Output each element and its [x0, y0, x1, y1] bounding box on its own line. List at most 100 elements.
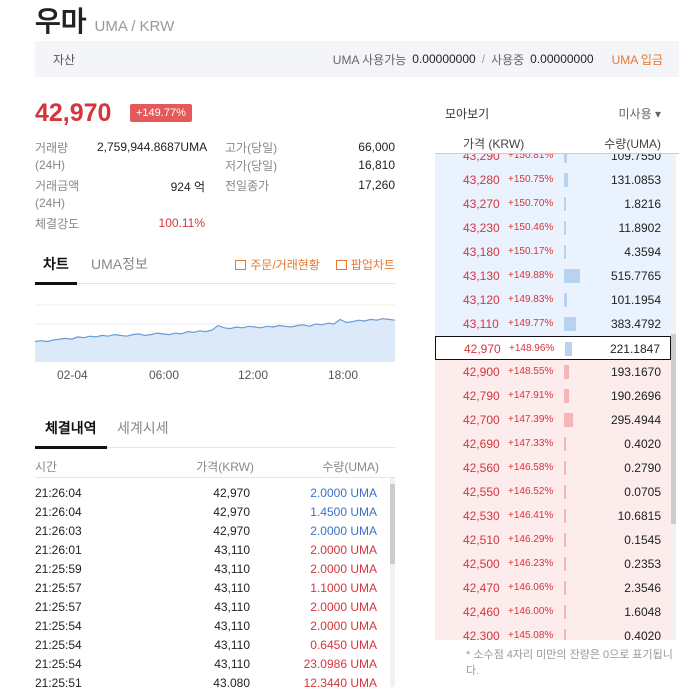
ob-volume-bar	[564, 245, 566, 259]
orderbook-bid-row[interactable]: 42,790 +147.91% 190.2696	[435, 384, 671, 408]
ob-change: +150.17%	[508, 246, 554, 257]
col-time: 시간	[35, 460, 58, 474]
orderbook-ask-row[interactable]: 43,280 +150.75% 131.0853	[435, 168, 671, 192]
asset-balances: UMA 사용가능 0.00000000 / 사용중 0.00000000 UMA…	[333, 51, 663, 68]
orderbook-bid-row[interactable]: 42,690 +147.33% 0.4020	[435, 432, 671, 456]
low-value: 16,810	[358, 158, 395, 172]
ob-price: 42,700	[463, 413, 500, 427]
orderbook-ask-row[interactable]: 43,120 +149.83% 101.1954	[435, 288, 671, 312]
ob-change: +150.75%	[508, 174, 554, 185]
trade-qty: 23.0986 UMA	[303, 657, 377, 671]
ob-volume-bar	[565, 342, 572, 356]
amount-value: 924 억	[170, 180, 205, 194]
deposit-button[interactable]: UMA 입금	[611, 52, 663, 67]
ob-qty: 4.3594	[624, 245, 661, 259]
ob-price: 43,280	[463, 173, 500, 187]
orderbook-bid-row[interactable]: 42,530 +146.41% 10.6815	[435, 504, 671, 528]
orderbook-ask-row[interactable]: 43,290 +150.81% 109.7550	[435, 154, 671, 168]
header: 우마 UMA / KRW	[35, 0, 174, 38]
orderbook-ask-row[interactable]: 43,180 +150.17% 4.3594	[435, 240, 671, 264]
trade-price: 43,110	[214, 657, 250, 671]
tab-coin-info[interactable]: UMA정보	[91, 256, 148, 272]
orderbook-top: 모아보기 미사용 ▾	[435, 96, 679, 128]
in-use-label: 사용중	[491, 52, 525, 67]
ob-price: 43,120	[463, 293, 500, 307]
orderbook-bid-row[interactable]: 42,510 +146.29% 0.1545	[435, 528, 671, 552]
orderbook-bid-row[interactable]: 42,560 +146.58% 0.2790	[435, 456, 671, 480]
ob-price: 43,290	[463, 154, 500, 163]
asset-label: 자산	[53, 52, 76, 67]
strength-label: 체결강도	[35, 216, 80, 231]
tab-world-price[interactable]: 세계시세	[117, 420, 169, 436]
grouping-dropdown[interactable]: 미사용 ▾	[619, 105, 662, 122]
orderbook-ask-row[interactable]: 43,130 +149.88% 515.7765	[435, 264, 671, 288]
ob-price: 42,460	[463, 605, 500, 619]
ob-volume-bar	[564, 485, 566, 499]
trade-qty: 2.0000 UMA	[310, 486, 377, 500]
price-chart[interactable]	[35, 286, 395, 362]
trade-qty: 12.3440 UMA	[303, 676, 377, 687]
ob-change: +146.58%	[508, 462, 554, 473]
chart-tools: 주문/거래현황 팝업차트	[235, 256, 395, 273]
order-status-link[interactable]: 주문/거래현황	[235, 256, 320, 273]
ob-price: 42,510	[463, 533, 500, 547]
ob-qty: 2.3546	[624, 581, 661, 595]
orderbook-bid-row[interactable]: 42,900 +148.55% 193.1670	[435, 360, 671, 384]
orderbook-ask-row[interactable]: 43,110 +149.77% 383.4792	[435, 312, 671, 336]
trade-row: 21:25:54 43,110 2.0000 UMA	[35, 617, 385, 636]
scrollbar-thumb[interactable]	[390, 484, 395, 564]
orderbook-bid-row[interactable]: 42,460 +146.00% 1.6048	[435, 600, 671, 624]
ob-change: +150.81%	[508, 154, 554, 161]
ob-volume-bar	[564, 269, 580, 283]
ob-volume-bar	[564, 437, 566, 451]
ob-qty: 10.6815	[617, 509, 661, 523]
current-price: 42,970	[35, 99, 112, 127]
chart-line	[35, 318, 395, 343]
tab-chart[interactable]: 차트	[35, 254, 77, 285]
orderbook-bid-row[interactable]: 42,300 +145.08% 0.4020	[435, 624, 671, 640]
ob-change: +146.06%	[508, 582, 554, 593]
col-qty: 수량(UMA)	[322, 460, 379, 474]
popup-chart-link[interactable]: 팝업차트	[335, 256, 395, 273]
trade-qty: 1.4500 UMA	[310, 505, 377, 519]
ob-col-qty: 수량(UMA)	[604, 137, 661, 151]
trade-list-scrollbar[interactable]	[390, 478, 395, 687]
ob-qty: 0.4020	[624, 629, 661, 640]
trade-time: 21:26:03	[35, 524, 82, 538]
orderbook-ask-row[interactable]: 43,230 +150.46% 11.8902	[435, 216, 671, 240]
trade-row: 21:25:57 43,110 1.1000 UMA	[35, 579, 385, 598]
ob-volume-bar	[564, 389, 569, 403]
volume-label: 거래량	[35, 140, 69, 155]
scrollbar-thumb[interactable]	[671, 334, 676, 524]
asset-bar: 자산 UMA 사용가능 0.00000000 / 사용중 0.00000000 …	[35, 41, 679, 77]
available-value: 0.00000000	[412, 52, 476, 66]
orderbook-scrollbar[interactable]	[671, 154, 676, 640]
ob-price: 43,130	[463, 269, 500, 283]
trade-price: 43,110	[214, 562, 250, 576]
ob-price: 42,900	[463, 365, 500, 379]
orderbook-bid-row[interactable]: 42,500 +146.23% 0.2353	[435, 552, 671, 576]
tab-trade-history[interactable]: 체결내역	[35, 418, 107, 449]
trade-price: 43,080	[213, 676, 250, 687]
popup-chart-label: 팝업차트	[350, 258, 395, 272]
trade-time: 21:25:51	[35, 676, 82, 687]
orderbook-ask-row[interactable]: 43,270 +150.70% 1.8216	[435, 192, 671, 216]
x-tick-label: 06:00	[149, 368, 180, 382]
orderbook: 모아보기 미사용 ▾ 가격 (KRW) 수량(UMA) 43,290 +150.8…	[435, 96, 679, 656]
trade-price: 42,970	[213, 486, 250, 500]
ob-change: +147.33%	[508, 438, 554, 449]
ob-qty: 190.2696	[610, 389, 661, 403]
orderbook-bid-row[interactable]: 42,470 +146.06% 2.3546	[435, 576, 671, 600]
ob-price: 42,690	[463, 437, 500, 451]
ob-qty: 221.1847	[609, 342, 660, 356]
orderbook-bid-row[interactable]: 42,700 +147.39% 295.4944	[435, 408, 671, 432]
ob-price: 43,110	[463, 317, 499, 331]
ob-qty: 109.7550	[610, 154, 661, 163]
ob-price: 43,230	[463, 221, 500, 235]
ob-qty: 193.1670	[610, 365, 661, 379]
ob-qty: 131.0853	[610, 173, 661, 187]
ob-qty: 295.4944	[610, 413, 661, 427]
in-use-value: 0.00000000	[530, 52, 594, 66]
orderbook-current-row[interactable]: 42,970 +148.96% 221.1847	[435, 336, 671, 360]
orderbook-bid-row[interactable]: 42,550 +146.52% 0.0705	[435, 480, 671, 504]
